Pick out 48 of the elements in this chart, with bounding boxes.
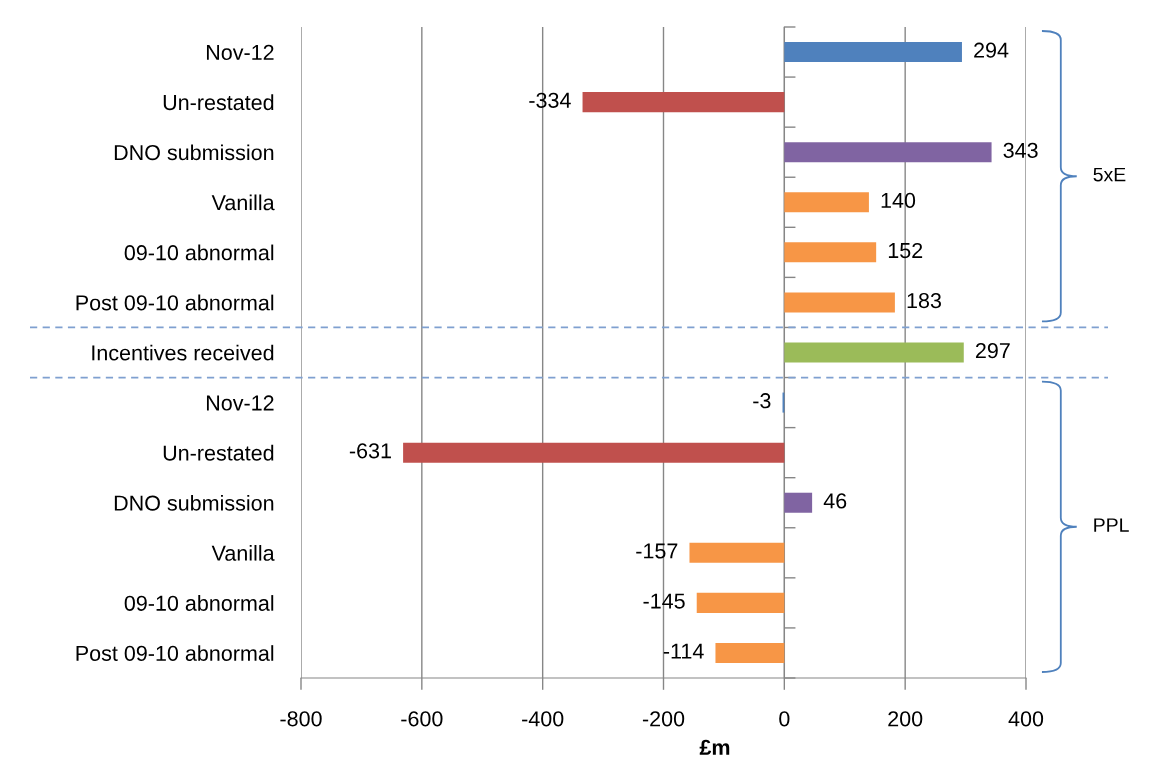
y-tick-label: Nov-12 (206, 395, 274, 411)
text: 5xE (1093, 167, 1126, 182)
data-label: 183 (907, 292, 941, 309)
data-label: -334 (529, 92, 571, 108)
bar (784, 192, 869, 213)
bar (784, 492, 813, 513)
x-tick-label: -400 (522, 711, 564, 727)
data-label: -114 (663, 643, 704, 659)
data-label: 297 (975, 343, 1010, 359)
data-label: -3 (753, 393, 771, 409)
y-tick-label: Vanilla (211, 194, 275, 211)
x-tick-label: 0 (779, 711, 790, 727)
x-axis-title: £m (699, 739, 730, 755)
bar (696, 592, 785, 613)
data-label: 343 (1003, 142, 1038, 158)
x-tick-label: -600 (401, 711, 443, 727)
data-label: -631 (349, 443, 391, 459)
y-tick-label: Incentives received (92, 344, 274, 361)
bar (784, 242, 877, 263)
data-label: 152 (888, 242, 923, 259)
bar (784, 292, 895, 313)
y-tick-label: 09-10 abnormal (124, 595, 274, 611)
data-label: 294 (974, 42, 1009, 58)
x-tick-label: 400 (1008, 711, 1044, 727)
data-label: -145 (643, 593, 685, 609)
y-tick-label: DNO submission (114, 494, 274, 511)
x-tick-label: 200 (888, 711, 923, 727)
bar (715, 642, 785, 663)
x-tick-label: -200 (642, 711, 685, 727)
bar (403, 442, 785, 463)
data-label: 140 (881, 192, 916, 209)
data-label: -157 (636, 543, 678, 559)
bar (784, 142, 992, 163)
y-tick-label: Vanilla (211, 545, 275, 561)
y-tick-label: Un-restated (163, 94, 274, 111)
bar (784, 342, 964, 363)
data-label: 46 (823, 493, 847, 509)
bar (582, 92, 785, 113)
bar (689, 542, 785, 563)
y-tick-label: Nov-12 (206, 44, 274, 61)
bar (784, 42, 962, 63)
y-tick-label: Un-restated (163, 444, 274, 461)
y-tick-label: 09-10 abnormal (124, 244, 274, 261)
text: PPL (1094, 518, 1129, 532)
x-tick-label: -800 (280, 711, 322, 727)
y-tick-label: DNO submission (114, 144, 274, 161)
y-tick-label: Post 09-10 abnormal (76, 645, 274, 661)
y-tick-label: Post 09-10 abnormal (76, 294, 274, 311)
